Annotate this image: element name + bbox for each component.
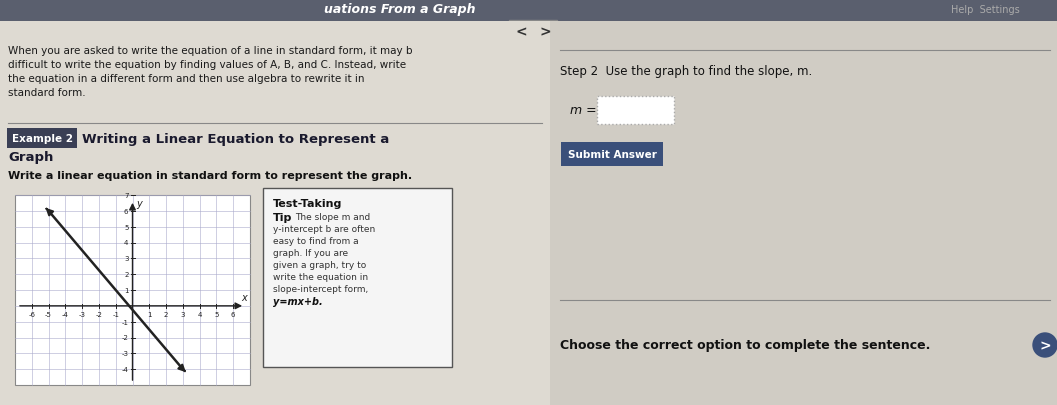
Text: m =: m =	[570, 104, 596, 117]
Text: Write a linear equation in standard form to represent the graph.: Write a linear equation in standard form…	[8, 171, 412, 181]
Text: Test-Taking: Test-Taking	[273, 198, 342, 209]
Text: given a graph, try to: given a graph, try to	[273, 260, 366, 269]
Text: 2: 2	[124, 271, 129, 277]
Text: standard form.: standard form.	[8, 88, 86, 98]
FancyBboxPatch shape	[0, 22, 550, 405]
Text: 5: 5	[215, 311, 219, 317]
Text: 6: 6	[231, 311, 236, 317]
Text: -4: -4	[122, 366, 129, 372]
Text: Help  Settings: Help Settings	[951, 5, 1020, 15]
Text: the equation in a different form and then use algebra to rewrite it in: the equation in a different form and the…	[8, 74, 365, 84]
Text: slope-intercept form,: slope-intercept form,	[273, 284, 368, 293]
Text: The slope m and: The slope m and	[295, 213, 370, 222]
Text: -1: -1	[122, 319, 129, 325]
Text: graph. If you are: graph. If you are	[273, 248, 348, 257]
Text: uations From a Graph: uations From a Graph	[324, 4, 476, 17]
Text: Graph: Graph	[8, 151, 53, 164]
Text: Writing a Linear Equation to Represent a: Writing a Linear Equation to Represent a	[82, 132, 389, 145]
FancyBboxPatch shape	[263, 189, 452, 367]
Text: -1: -1	[112, 311, 119, 317]
Text: >: >	[1039, 338, 1051, 352]
Text: 6: 6	[124, 208, 129, 214]
Text: -5: -5	[45, 311, 52, 317]
Text: 4: 4	[124, 240, 129, 246]
FancyBboxPatch shape	[7, 129, 77, 149]
Text: 7: 7	[124, 192, 129, 198]
Text: y: y	[136, 198, 143, 209]
Text: -3: -3	[122, 350, 129, 356]
Text: -6: -6	[29, 311, 35, 317]
Text: y-intercept b are often: y-intercept b are often	[273, 224, 375, 233]
Text: -3: -3	[78, 311, 86, 317]
Text: 1: 1	[147, 311, 151, 317]
Text: y=mx+b.: y=mx+b.	[273, 296, 322, 306]
Text: Submit Answer: Submit Answer	[568, 149, 656, 160]
FancyBboxPatch shape	[561, 143, 663, 166]
Text: -4: -4	[62, 311, 69, 317]
FancyBboxPatch shape	[533, 21, 557, 43]
Text: 4: 4	[198, 311, 202, 317]
Text: Tip: Tip	[273, 213, 293, 222]
Text: Example 2: Example 2	[12, 134, 73, 144]
FancyBboxPatch shape	[15, 196, 251, 385]
Text: Step 2  Use the graph to find the slope, m.: Step 2 Use the graph to find the slope, …	[560, 64, 812, 77]
Text: When you are asked to write the equation of a line in standard form, it may b: When you are asked to write the equation…	[8, 46, 412, 56]
Text: <: <	[515, 25, 526, 39]
Circle shape	[1033, 333, 1057, 357]
FancyBboxPatch shape	[509, 21, 533, 43]
Text: 2: 2	[164, 311, 168, 317]
FancyBboxPatch shape	[597, 97, 674, 125]
Text: Choose the correct option to complete the sentence.: Choose the correct option to complete th…	[560, 339, 930, 352]
Text: 1: 1	[124, 287, 129, 293]
Text: 3: 3	[181, 311, 185, 317]
Text: write the equation in: write the equation in	[273, 272, 368, 281]
Text: 5: 5	[124, 224, 129, 230]
Text: easy to find from a: easy to find from a	[273, 237, 358, 245]
FancyBboxPatch shape	[550, 22, 1057, 405]
Text: difficult to write the equation by finding values of A, B, and C. Instead, write: difficult to write the equation by findi…	[8, 60, 406, 70]
Text: 3: 3	[124, 256, 129, 262]
Text: x: x	[241, 292, 247, 302]
Text: >: >	[539, 25, 551, 39]
Text: -2: -2	[122, 335, 129, 341]
FancyBboxPatch shape	[0, 0, 1057, 22]
Text: -2: -2	[95, 311, 103, 317]
